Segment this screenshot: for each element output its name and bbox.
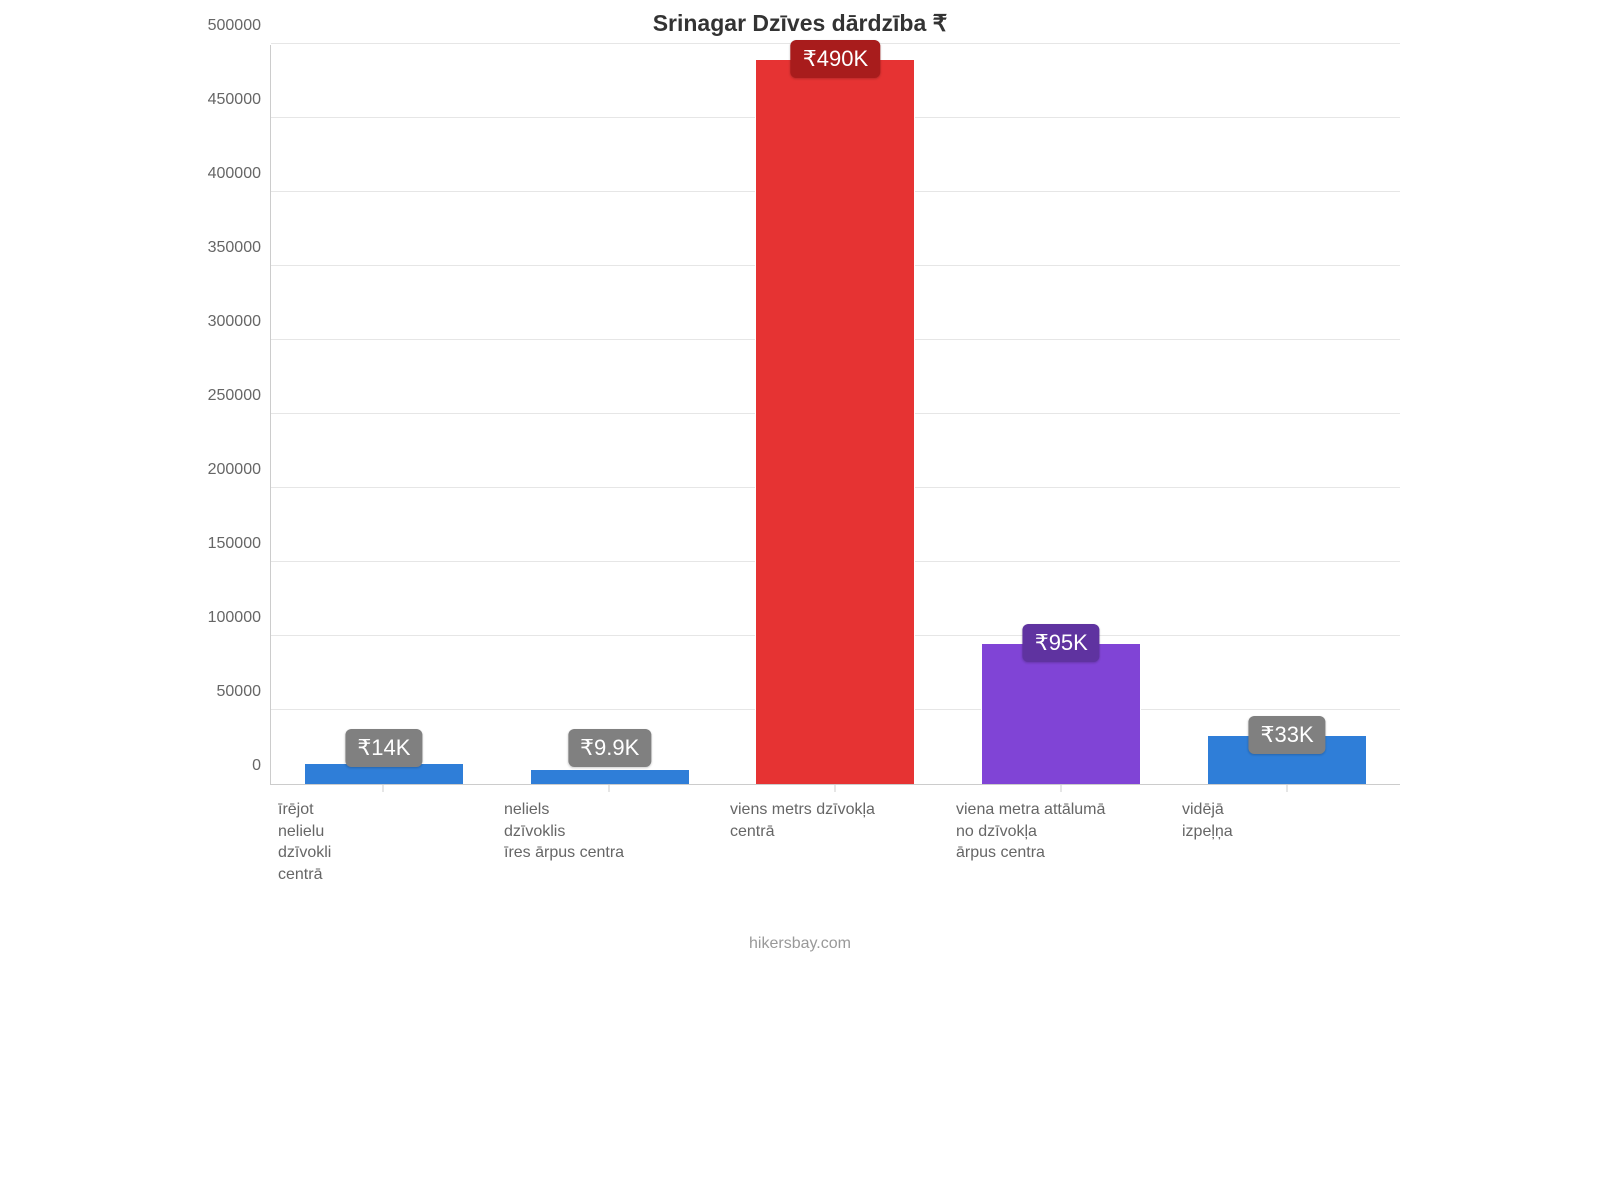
y-tick-label: 100000	[208, 609, 271, 627]
bar-slot: ₹95K	[948, 45, 1174, 784]
bar-slot: ₹490K	[723, 45, 949, 784]
y-tick-label: 350000	[208, 239, 271, 257]
x-tick	[609, 784, 610, 792]
y-tick-label: 450000	[208, 91, 271, 109]
chart-title: Srinagar Dzīves dārdzība ₹	[170, 10, 1430, 37]
x-label-text: viena metra attālumā no dzīvokļa ārpus c…	[956, 799, 1105, 864]
y-tick-label: 200000	[208, 461, 271, 479]
bar-slot: ₹14K	[271, 45, 497, 784]
value-badge: ₹14K	[345, 729, 422, 767]
bar	[530, 769, 690, 784]
x-tick	[1061, 784, 1062, 792]
value-badge: ₹95K	[1023, 624, 1100, 662]
bars-group: ₹14K ₹9.9K ₹490K ₹95K ₹33K	[271, 45, 1400, 784]
chart-container: Srinagar Dzīves dārdzība ₹ ₹14K ₹9.9K ₹490…	[170, 0, 1430, 970]
y-tick-label: 50000	[217, 683, 272, 701]
y-tick-label: 400000	[208, 165, 271, 183]
bar	[981, 643, 1141, 784]
bar-slot: ₹33K	[1174, 45, 1400, 784]
x-tick	[1287, 784, 1288, 792]
bar	[755, 59, 915, 784]
y-tick-label: 250000	[208, 387, 271, 405]
x-tick	[835, 784, 836, 792]
value-badge: ₹33K	[1249, 716, 1326, 754]
y-tick-label: 500000	[208, 17, 271, 35]
x-tick	[383, 784, 384, 792]
x-label-text: viens metrs dzīvokļa centrā	[730, 799, 875, 842]
y-tick-label: 150000	[208, 535, 271, 553]
y-tick-label: 300000	[208, 313, 271, 331]
bar-slot: ₹9.9K	[497, 45, 723, 784]
x-label-text: vidējā izpeļņa	[1182, 799, 1233, 842]
x-axis-labels: īrējot nelielu dzīvokli centrā neliels dz…	[270, 785, 1400, 905]
x-label-text: neliels dzīvoklis īres ārpus centra	[504, 799, 624, 864]
attribution-text: hikersbay.com	[170, 935, 1430, 953]
x-label-text: īrējot nelielu dzīvokli centrā	[278, 799, 331, 885]
value-badge: ₹490K	[791, 40, 880, 78]
value-badge: ₹9.9K	[568, 729, 651, 767]
y-tick-label: 0	[252, 757, 271, 775]
chart-plot-area: ₹14K₹9.9K₹490K₹95K₹33K 05000010000015000…	[270, 45, 1400, 785]
